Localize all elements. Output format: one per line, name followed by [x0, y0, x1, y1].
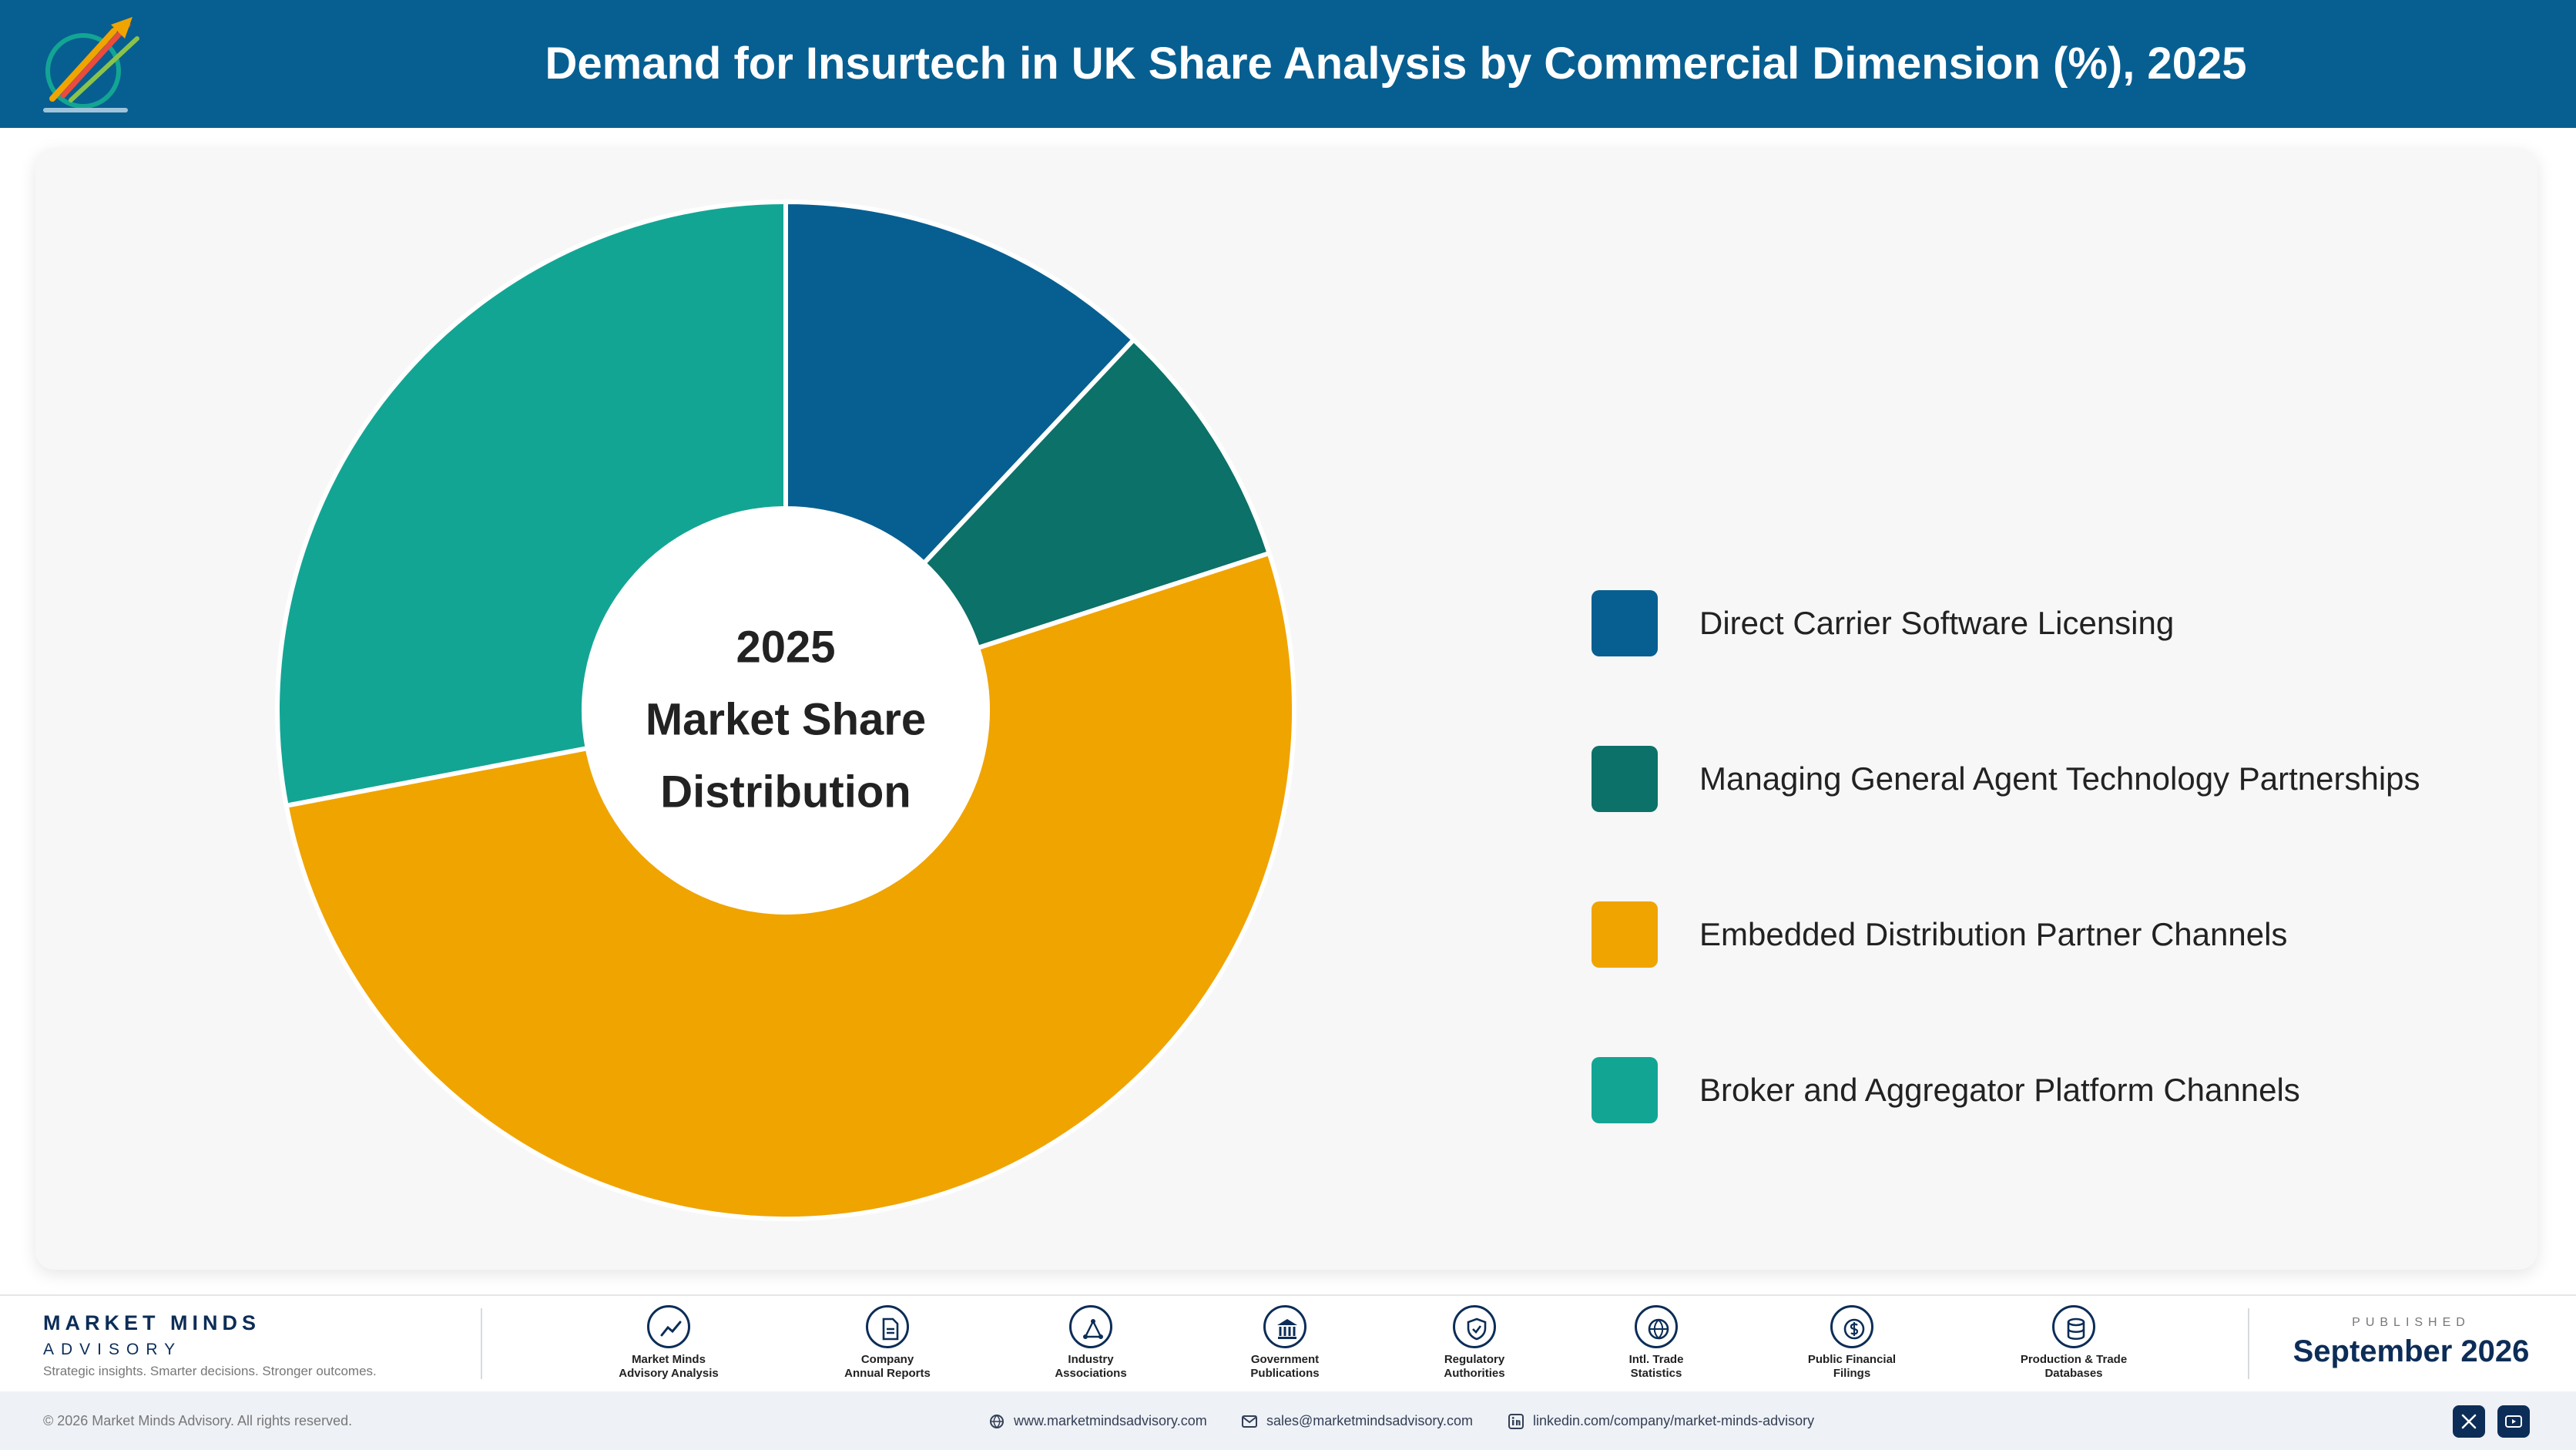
source-label: Company Annual Reports — [844, 1353, 931, 1380]
x-icon[interactable] — [2453, 1405, 2485, 1438]
email-text: sales@marketmindsadvisory.com — [1266, 1413, 1474, 1428]
page-title: Demand for Insurtech in UK Share Analysi… — [545, 39, 2247, 89]
mail-icon — [1242, 1415, 1257, 1428]
linkedin-icon — [1508, 1414, 1524, 1430]
published-date: September 2026 — [2293, 1334, 2530, 1368]
footer: MARKET MINDS ADVISORY Strategic insights… — [0, 1294, 2576, 1391]
legend-swatch — [1592, 1057, 1658, 1123]
legend-swatch — [1592, 590, 1658, 656]
market-minds-logo — [43, 17, 139, 112]
source-item: Production & Trade Databases — [1989, 1305, 2158, 1381]
bottom-bar: © 2026 Market Minds Advisory. All rights… — [0, 1391, 2576, 1450]
brand-tagline: Strategic insights. Smarter decisions. S… — [43, 1364, 377, 1378]
legend-item: Embedded Distribution Partner Channels — [1592, 901, 2576, 968]
source-label: Regulatory Authorities — [1444, 1353, 1505, 1380]
network-icon — [1069, 1305, 1112, 1348]
source-label: Production & Trade Databases — [2020, 1353, 2128, 1380]
footer-divider — [481, 1308, 482, 1379]
legend-swatch — [1592, 901, 1658, 968]
source-label: Intl. Trade Statistics — [1628, 1353, 1684, 1380]
footer-divider — [2248, 1308, 2249, 1379]
coin-icon — [1830, 1305, 1873, 1348]
legend-item: Direct Carrier Software Licensing — [1592, 590, 2576, 656]
source-item: Intl. Trade Statistics — [1571, 1305, 1741, 1381]
source-label: Government Publications — [1250, 1353, 1320, 1380]
source-label: Market Minds Advisory Analysis — [619, 1353, 719, 1380]
legend-label: Direct Carrier Software Licensing — [1699, 605, 2175, 641]
source-item: Public Financial Filings — [1767, 1305, 1937, 1381]
published-kicker: PUBLISHED — [2352, 1316, 2470, 1329]
legend-label: Broker and Aggregator Platform Channels — [1699, 1072, 2300, 1108]
brand-name: MARKET MINDS — [43, 1311, 260, 1334]
copyright-text: © 2026 Market Minds Advisory. All rights… — [43, 1413, 353, 1428]
donut-center — [584, 509, 988, 912]
center-label-line-3: Distribution — [660, 767, 911, 817]
database-icon — [2052, 1305, 2095, 1348]
legend-swatch — [1592, 746, 1658, 812]
chart-line-icon — [647, 1305, 690, 1348]
shield-check-icon — [1453, 1305, 1496, 1348]
document-icon — [866, 1305, 909, 1348]
chart-card: 2025 Market Share Distribution Direct Carr… — [35, 148, 2537, 1270]
source-item: Government Publications — [1200, 1305, 1370, 1381]
legend-item: Broker and Aggregator Platform Channels — [1592, 1057, 2576, 1123]
email-link[interactable]: sales@marketmindsadvisory.com — [1242, 1391, 1473, 1450]
legend-label: Managing General Agent Technology Partne… — [1699, 760, 2420, 797]
legend-label: Embedded Distribution Partner Channels — [1699, 916, 2288, 952]
header-bar: Demand for Insurtech in UK Share Analysi… — [0, 0, 2576, 128]
source-item: Company Annual Reports — [803, 1305, 972, 1381]
source-item: Regulatory Authorities — [1390, 1305, 1559, 1381]
brand-subtitle: ADVISORY — [43, 1341, 183, 1358]
globe-icon — [990, 1415, 1004, 1429]
center-label-line-2: Market Share — [646, 694, 926, 744]
source-item: Market Minds Advisory Analysis — [584, 1305, 753, 1381]
government-building-icon — [1263, 1305, 1306, 1348]
linkedin-text: linkedin.com/company/market-minds-adviso… — [1533, 1413, 1815, 1428]
donut-chart: 2025 Market Share Distribution — [275, 199, 1296, 1221]
center-label-line-1: 2025 — [736, 622, 835, 672]
source-label: Industry Associations — [1055, 1353, 1127, 1380]
website-text: www.marketmindsadvisory.com — [1014, 1413, 1207, 1428]
website-link[interactable]: www.marketmindsadvisory.com — [989, 1391, 1207, 1450]
youtube-icon[interactable] — [2497, 1405, 2530, 1438]
source-item: Industry Associations — [1006, 1305, 1176, 1381]
legend-item: Managing General Agent Technology Partne… — [1592, 746, 2576, 812]
source-label: Public Financial Filings — [1807, 1353, 1897, 1380]
globe-icon — [1635, 1305, 1678, 1348]
linkedin-link[interactable]: linkedin.com/company/market-minds-adviso… — [1508, 1391, 1814, 1450]
